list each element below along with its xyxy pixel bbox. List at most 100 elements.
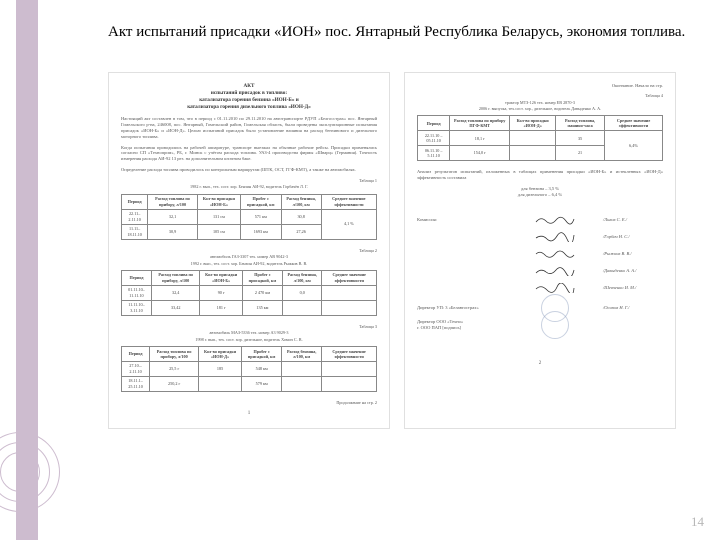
table-row: 01.11.10–11.11.10 32,4 90 г 2 470 км 0,0 (122, 285, 377, 300)
table-row: 27.10.–2.11.10 25,5 г 185 548 км (122, 361, 377, 376)
table-cell: 181 г (200, 300, 242, 315)
table-header: Расход бензина, л/100, км (282, 347, 322, 362)
table-header: Кол-во присадки «ИОН-Б» (200, 270, 242, 285)
table-header: Среднее значение эффективности (321, 194, 376, 209)
table-header: Расход топлива, машино-часа (556, 116, 605, 131)
table-cell (322, 300, 377, 315)
table-header: Кол-во присадки «ИОН-Д» (510, 116, 556, 131)
table-cell: 250,2 г (150, 376, 199, 391)
table-subtitle: 2006 г. выпуска, тех.сост. хор., дизельн… (417, 106, 663, 111)
result-line: для дизельного – 6,4 % (417, 192, 663, 198)
doc-paragraph: Определение расхода топлива проводилось … (121, 167, 377, 173)
table-cell: 18,1 г (450, 131, 510, 146)
signature-block: Комиссия: /Львов С. Е./ /Горбач Н. С./ /… (417, 214, 663, 331)
sig-name: /Львов С. Е./ (603, 217, 663, 223)
table-subtitle: 1998 г. вып., тех. сост. хор. дизельное,… (121, 337, 377, 342)
table-cell: 4,1 % (321, 209, 376, 239)
table-header: Период (122, 347, 150, 362)
sig-name: /Горбач Н. С./ (603, 234, 663, 240)
stamp-icon (530, 319, 580, 331)
document-page-1: АКТ испытаний присадок в топливо: катали… (108, 72, 390, 428)
table-cell: 25,5 г (150, 361, 199, 376)
table-cell: 21 (556, 146, 605, 161)
doc-heading-line: испытаний присадок в топливо: (121, 90, 377, 97)
table-header: Кол-во присадки «ИОН-Д» (199, 347, 242, 362)
signature-icon (530, 214, 580, 226)
table-cell: 18.11.1–25.11.10 (122, 376, 150, 391)
table-row: Период Расход топлива по прибору, л/100 … (122, 270, 377, 285)
table-caption: Таблица 4 (417, 93, 663, 98)
table-cell: 06.11.10 – 5.11.10 (418, 146, 450, 161)
slide-title: Акт испытаний присадки «ИОН» пос. Янтарн… (108, 22, 700, 42)
doc-footer-note: Продолжение на стр. 2 (121, 400, 377, 405)
table-subtitle: 1992 г. вып., тех. сост. хор. Бензин АИ-… (121, 261, 377, 266)
table-cell: 1693 км (240, 224, 281, 239)
table-header: Кол-во присадки «ИОН-Б» (197, 194, 240, 209)
document-scans: АКТ испытаний присадок в топливо: катали… (108, 72, 700, 428)
table-cell: 30,8 (281, 209, 321, 224)
table-1: Период Расход топлива по прибору, л/100 … (121, 194, 377, 240)
signature-icon (530, 248, 580, 260)
table-cell: 33,42 (151, 300, 199, 315)
table-row: 22.11–2.11.10 32,1 131 см 571 км 30,8 4,… (122, 209, 377, 224)
table-caption: Таблица 3 (121, 324, 377, 329)
table-row: 11.11.10–3.11.10 33,42 181 г 135 км (122, 300, 377, 315)
table-cell: 11.11–18.11.10 (122, 224, 148, 239)
table-cell (199, 376, 242, 391)
doc-page-number: 1 (121, 411, 377, 418)
table-cell (282, 361, 322, 376)
table-caption: Таблица 2 (121, 248, 377, 253)
table-2: Период Расход топлива по прибору, л/100 … (121, 270, 377, 316)
signature-row: /Горбач Н. С./ (417, 231, 663, 243)
director-label-line: г. ООО ПАП [подпись] (417, 325, 507, 331)
deco-circles (0, 432, 90, 522)
table-row: 22.11.10 – 05.11.10 18,1 г 35 6,4% (418, 131, 663, 146)
signature-row: /Рыжков В. В./ (417, 248, 663, 260)
slide-content: Акт испытаний присадки «ИОН» пос. Янтарн… (108, 22, 700, 429)
table-cell (322, 361, 377, 376)
table-cell: 579 км (241, 376, 281, 391)
signature-icon (530, 282, 580, 294)
table-cell: 2 470 км (242, 285, 282, 300)
table-cell (282, 300, 321, 315)
signature-row: /Давыденко А. А./ (417, 265, 663, 277)
table-header: Расход топлива по прибору, л/100 (148, 194, 198, 209)
table-header: Пробег с присадкой, км (242, 270, 282, 285)
signature-row: /Шевченко И. М./ (417, 282, 663, 294)
table-cell (322, 376, 377, 391)
table-cell: 131 см (197, 209, 240, 224)
table-subtitle: 1982 г. вып., тех. сост. хор. Бензин АИ-… (121, 184, 377, 189)
table-caption: Таблица 1 (121, 178, 377, 183)
table-cell: 548 км (241, 361, 281, 376)
table-cell: 90 г (200, 285, 242, 300)
table-header: Расход топлива по прибору ПГФ-КМТ (450, 116, 510, 131)
table-header: Расход топлива по прибору, л/100 (150, 347, 199, 362)
table-cell (282, 376, 322, 391)
doc-paragraph: Когда испытания проводились на рабочей а… (121, 145, 377, 163)
doc-paragraph: Анализ результатов испытаний, изложенных… (417, 169, 663, 181)
deco-circle (0, 452, 40, 492)
signature-icon (530, 231, 580, 243)
director-row: Директор ООО «Техно» г. ООО ПАП [подпись… (417, 319, 663, 331)
table-3: Период Расход топлива по прибору, л/100 … (121, 346, 377, 392)
table-header: Период (122, 194, 148, 209)
table-header: Расход бензина, л/100, км (282, 270, 321, 285)
signature-row: Комиссия: /Львов С. Е./ (417, 214, 663, 226)
sig-name: /Рыжков В. В./ (603, 251, 663, 257)
table-header: Расход бензина, л/100, км (281, 194, 321, 209)
table-row: Период Расход топлива по прибору ПГФ-КМТ… (418, 116, 663, 131)
signature-icon (530, 265, 580, 277)
table-header: Пробег с присадкой, км (241, 347, 281, 362)
table-cell (322, 285, 377, 300)
table-cell: 22.11–2.11.10 (122, 209, 148, 224)
table-header: Расход топлива по прибору, л/100 (151, 270, 199, 285)
table-row: Период Расход топлива по прибору, л/100 … (122, 347, 377, 362)
doc-heading: АКТ испытаний присадок в топливо: катали… (121, 83, 377, 110)
table-header: Период (418, 116, 450, 131)
table-header: Период (122, 270, 152, 285)
doc-paragraph: Настоящий акт составлен в том, что в пер… (121, 116, 377, 139)
sig-label: Комиссия: (417, 217, 507, 223)
doc-continuation-note: Окончание. Начало на стр. (417, 83, 663, 89)
table-header: Среднее значение эффективности (605, 116, 663, 131)
table-cell: 30,9 (148, 224, 198, 239)
